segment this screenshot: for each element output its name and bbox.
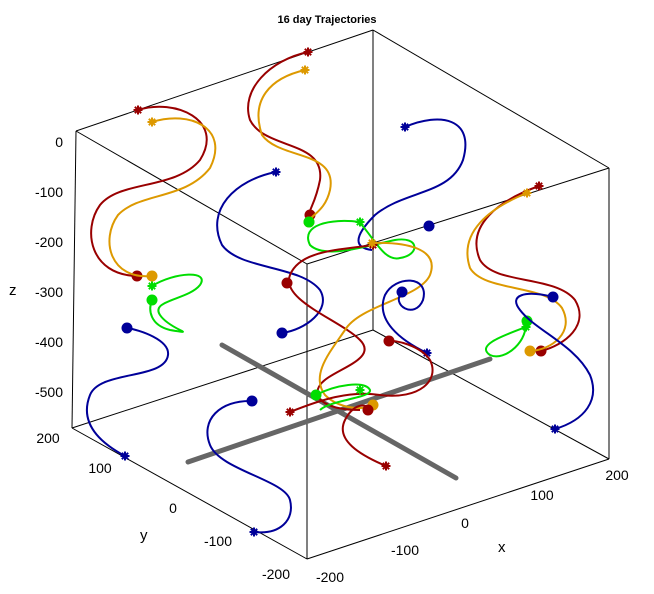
x-tick-label: 200 bbox=[605, 467, 629, 483]
end-marker-1 bbox=[303, 47, 313, 57]
trajectory-green-9 bbox=[307, 219, 416, 260]
start-marker-17 bbox=[246, 395, 258, 407]
trajectory-blue-17 bbox=[206, 399, 292, 534]
trajectory-blue-15 bbox=[515, 292, 595, 430]
x-tick-label: -100 bbox=[391, 542, 419, 558]
start-marker-10 bbox=[146, 294, 158, 306]
y-axis-label: y bbox=[140, 527, 148, 544]
end-marker-8 bbox=[522, 188, 532, 198]
end-marker-5 bbox=[400, 122, 410, 132]
back-edge-5 bbox=[372, 329, 610, 460]
end-marker-19 bbox=[381, 461, 391, 471]
tick-label-layer: 0 -100 -200 -300 -400 -500 200 100 0 -100 -200 -200… bbox=[35, 134, 629, 585]
y-tick-label: 100 bbox=[88, 460, 112, 476]
back-edge-2 bbox=[372, 29, 610, 169]
trajectory-red-1 bbox=[247, 51, 322, 216]
trajectory-blue-14 bbox=[381, 279, 428, 354]
end-marker-9 bbox=[355, 217, 365, 227]
start-marker-4 bbox=[146, 270, 158, 282]
z-tick-label: -400 bbox=[35, 334, 63, 350]
trajectory-red-3 bbox=[90, 105, 208, 277]
end-marker-20 bbox=[355, 385, 365, 395]
end-marker-15 bbox=[550, 424, 560, 434]
trajectory-orange-2 bbox=[257, 69, 332, 223]
end-marker-18 bbox=[285, 407, 295, 417]
z-tick-label: -300 bbox=[35, 284, 63, 300]
end-marker-16 bbox=[120, 451, 130, 461]
z-tick-label: -200 bbox=[35, 234, 63, 250]
y-tick-label: 200 bbox=[36, 430, 60, 446]
y-tick-label: -100 bbox=[204, 533, 232, 549]
trajectory-green-20 bbox=[315, 383, 371, 411]
trajectory-green-10 bbox=[149, 273, 203, 333]
start-marker-19 bbox=[362, 404, 374, 416]
start-marker-5 bbox=[423, 220, 435, 232]
end-marker-13 bbox=[367, 238, 377, 248]
trajectory-blue-16 bbox=[85, 327, 169, 457]
trajectory-layer bbox=[85, 47, 595, 537]
end-marker-10 bbox=[147, 281, 157, 291]
start-marker-16 bbox=[121, 322, 133, 334]
x-tick-label: -200 bbox=[316, 569, 344, 585]
trajectory-orange-4 bbox=[108, 117, 217, 278]
start-marker-12 bbox=[281, 277, 293, 289]
z-axis-label: z bbox=[9, 282, 17, 299]
end-marker-11 bbox=[521, 322, 531, 332]
start-marker-15 bbox=[547, 291, 559, 303]
chart-title: 16 day Trajectories bbox=[277, 14, 376, 26]
front-edge-bottom-right bbox=[306, 458, 610, 560]
trajectory-orange-13 bbox=[318, 241, 433, 409]
start-marker-11 bbox=[521, 315, 533, 327]
end-marker-4 bbox=[147, 117, 157, 127]
z-tick-label: 0 bbox=[55, 134, 63, 150]
box-back-edges bbox=[71, 29, 610, 460]
end-marker-7 bbox=[534, 181, 544, 191]
z-tick-label: -100 bbox=[35, 184, 63, 200]
z-tick-label: -500 bbox=[35, 384, 63, 400]
cross-line-2 bbox=[185, 356, 493, 465]
start-marker-6 bbox=[276, 327, 288, 339]
front-edge-left-vertical bbox=[71, 130, 77, 429]
back-edge-4 bbox=[71, 329, 374, 429]
front-edge-top-left bbox=[75, 130, 308, 265]
start-marker-18 bbox=[383, 335, 395, 347]
front-edge-bottom-left bbox=[71, 427, 308, 560]
end-marker-3 bbox=[133, 105, 143, 115]
x-tick-label: 0 bbox=[461, 515, 469, 531]
start-marker-20 bbox=[310, 389, 322, 401]
start-marker-8 bbox=[524, 345, 536, 357]
start-marker-14 bbox=[396, 286, 408, 298]
center-cross bbox=[185, 342, 493, 481]
trajectory-green-11 bbox=[485, 319, 527, 358]
end-marker-6 bbox=[271, 167, 281, 177]
y-tick-label: -200 bbox=[262, 566, 290, 582]
end-marker-2 bbox=[300, 65, 310, 75]
y-tick-label: 0 bbox=[169, 500, 177, 516]
back-edge-1 bbox=[75, 29, 374, 132]
trajectory-orange-8 bbox=[466, 192, 567, 352]
x-axis-label: x bbox=[498, 539, 506, 556]
end-marker-17 bbox=[249, 527, 259, 537]
start-marker-9 bbox=[303, 216, 315, 228]
trajectory-blue-5 bbox=[357, 118, 467, 251]
x-tick-label: 100 bbox=[530, 487, 554, 503]
trajectory-red-18 bbox=[289, 339, 434, 413]
